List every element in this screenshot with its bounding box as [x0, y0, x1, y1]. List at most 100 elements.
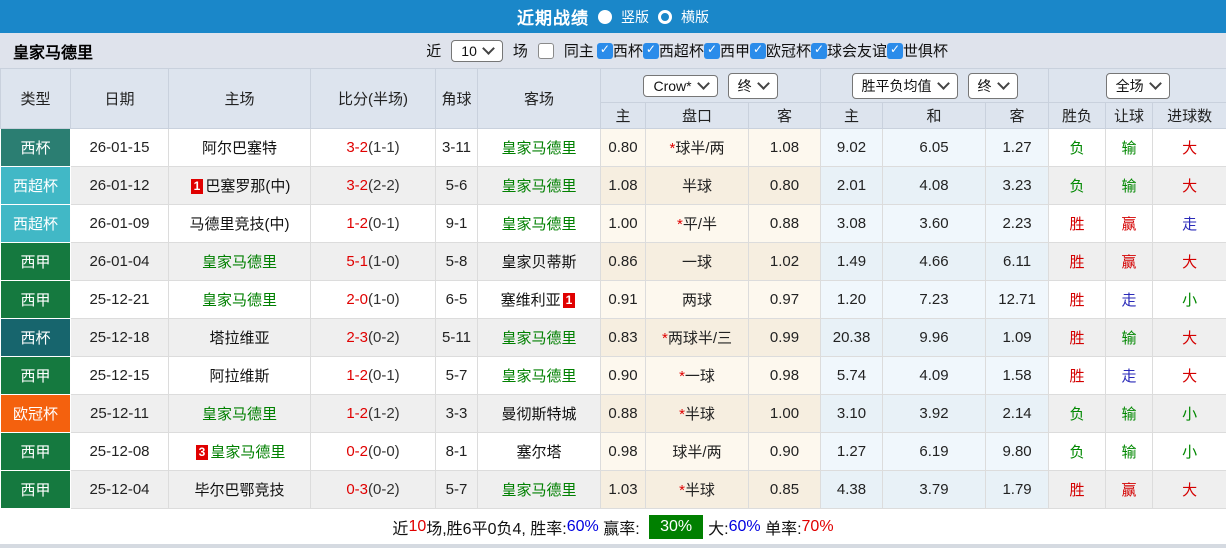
rank-badge: 1 — [563, 293, 576, 308]
handicap-result-cell: 走 — [1106, 281, 1153, 319]
team-name: 马德里竞技(中) — [190, 216, 290, 233]
euro-win-cell: 1.27 — [821, 433, 883, 471]
away-team-cell: 皇家贝蒂斯 — [478, 243, 601, 281]
euro-win-cell: 3.08 — [821, 205, 883, 243]
goals-result-cell: 走 — [1153, 205, 1226, 243]
sub-header-handicap-home: 主 — [601, 103, 646, 129]
live-asterisk: * — [677, 216, 683, 233]
games-label: 场 — [513, 40, 528, 61]
team-name: 皇家马德里 — [501, 368, 576, 385]
radio-horizontal-layout[interactable] — [658, 10, 672, 24]
corner-cell: 9-1 — [436, 205, 478, 243]
chevron-down-icon — [482, 42, 495, 55]
europe-odds-header-group: 胜平负均值 终 — [821, 69, 1049, 103]
europe-odds-select[interactable]: 胜平负均值 — [852, 73, 958, 99]
checkbox-same-home[interactable] — [538, 43, 554, 59]
team-name: 曼彻斯特城 — [501, 406, 576, 423]
team-name: 皇家马德里 — [501, 482, 576, 499]
euro-lose-cell: 2.23 — [986, 205, 1049, 243]
handicap-away-odds-cell: 0.97 — [749, 281, 821, 319]
radio-horizontal-label[interactable]: 横版 — [681, 7, 709, 27]
checkbox-league[interactable] — [750, 43, 766, 59]
checkbox-league[interactable] — [597, 43, 613, 59]
col-header-date: 日期 — [71, 69, 169, 129]
home-team-cell: 塔拉维亚 — [169, 319, 311, 357]
handicap-final-select[interactable]: 终 — [728, 73, 778, 99]
col-header-corner: 角球 — [436, 69, 478, 129]
euro-win-cell: 3.10 — [821, 395, 883, 433]
filters: 近 10 场 同主 西杯西超杯西甲欧冠杯球会友谊世俱杯 — [426, 40, 948, 62]
checkbox-league[interactable] — [811, 43, 827, 59]
goals-result-cell: 大 — [1153, 319, 1226, 357]
checkbox-league[interactable] — [704, 43, 720, 59]
team-name: 皇家马德里 — [501, 178, 576, 195]
live-asterisk: * — [679, 406, 685, 423]
handicap-away-odds-cell: 0.80 — [749, 167, 821, 205]
score-cell: 2-0(1-0) — [311, 281, 436, 319]
handicap-home-odds-cell: 1.00 — [601, 205, 646, 243]
checkbox-league[interactable] — [887, 43, 903, 59]
result-cell: 负 — [1049, 395, 1106, 433]
halftime-score: (0-1) — [368, 215, 400, 232]
odds-company-select[interactable]: Crow* — [643, 75, 717, 97]
handicap-line-cell: 两球 — [646, 281, 749, 319]
handicap-line-cell: *半球 — [646, 395, 749, 433]
date-cell: 25-12-04 — [71, 471, 169, 509]
result-cell: 胜 — [1049, 281, 1106, 319]
home-team-cell: 皇家马德里 — [169, 243, 311, 281]
score-cell: 2-3(0-2) — [311, 319, 436, 357]
home-team-cell: 毕尔巴鄂竞技 — [169, 471, 311, 509]
scope-select[interactable]: 全场 — [1106, 73, 1170, 99]
goals-result-cell: 小 — [1153, 395, 1226, 433]
corner-cell: 8-1 — [436, 433, 478, 471]
goals-result-cell: 大 — [1153, 357, 1226, 395]
near-label: 近 — [426, 40, 441, 61]
scope-header-group: 全场 — [1049, 69, 1226, 103]
fulltime-score: 1-2 — [346, 215, 368, 232]
competition-type-cell: 西杯 — [1, 319, 71, 357]
radio-vertical-label[interactable]: 竖版 — [621, 7, 649, 27]
result-cell: 负 — [1049, 129, 1106, 167]
score-cell: 1-2(0-1) — [311, 357, 436, 395]
away-team-cell: 皇家马德里 — [478, 319, 601, 357]
euro-draw-cell: 3.60 — [883, 205, 986, 243]
match-count-select[interactable]: 10 — [451, 40, 503, 62]
radio-vertical-layout[interactable] — [598, 10, 612, 24]
sub-header-goals-result: 进球数 — [1153, 103, 1226, 129]
europe-final-select[interactable]: 终 — [968, 73, 1018, 99]
chevron-down-icon — [1149, 77, 1162, 90]
away-team-cell: 塞尔塔 — [478, 433, 601, 471]
league-label: 西超杯 — [659, 43, 704, 60]
team-name: 巴塞罗那(中) — [205, 178, 290, 195]
handicap-line-cell: *半球 — [646, 471, 749, 509]
handicap-result-cell: 输 — [1106, 395, 1153, 433]
filter-bar: 皇家马德里 近 10 场 同主 西杯西超杯西甲欧冠杯球会友谊世俱杯 — [0, 33, 1226, 68]
euro-draw-cell: 7.23 — [883, 281, 986, 319]
bottom-divider — [0, 544, 1226, 548]
fulltime-score: 3-2 — [346, 139, 368, 156]
competition-type-cell: 西超杯 — [1, 205, 71, 243]
away-team-cell: 皇家马德里 — [478, 167, 601, 205]
competition-type-cell: 西甲 — [1, 471, 71, 509]
league-label: 西杯 — [613, 43, 643, 60]
euro-lose-cell: 1.09 — [986, 319, 1049, 357]
results-table: 类型 日期 主场 比分(半场) 角球 客场 Crow* 终 — [0, 68, 1226, 509]
page-title: 近期战绩 — [517, 4, 589, 29]
euro-draw-cell: 4.66 — [883, 243, 986, 281]
live-asterisk: * — [662, 330, 668, 347]
date-cell: 26-01-15 — [71, 129, 169, 167]
euro-draw-cell: 6.05 — [883, 129, 986, 167]
checkbox-league[interactable] — [643, 43, 659, 59]
euro-lose-cell: 12.71 — [986, 281, 1049, 319]
handicap-result-cell: 输 — [1106, 129, 1153, 167]
euro-lose-cell: 1.79 — [986, 471, 1049, 509]
team-name: 阿尔巴塞特 — [202, 140, 277, 157]
euro-lose-cell: 3.23 — [986, 167, 1049, 205]
